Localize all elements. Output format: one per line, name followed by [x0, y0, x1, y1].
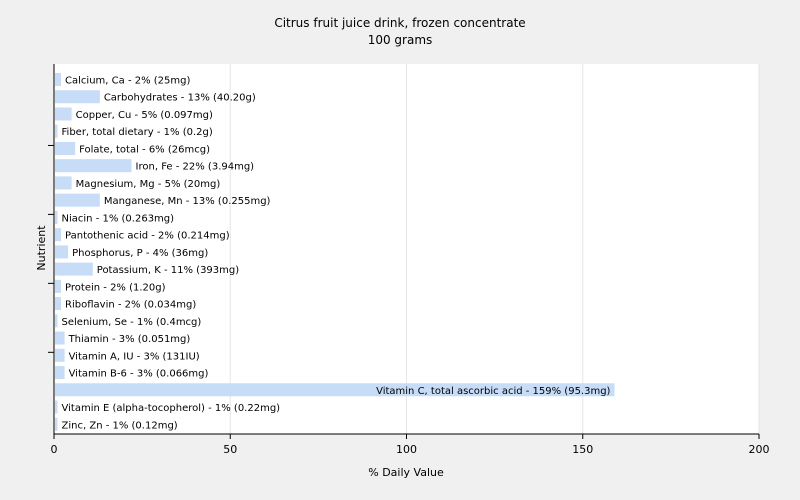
- chart-title: Citrus fruit juice drink, frozen concent…: [274, 16, 525, 30]
- x-tick-label: 50: [223, 443, 237, 456]
- x-tick-label: 0: [51, 443, 58, 456]
- bar-label: Manganese, Mn - 13% (0.255mg): [104, 196, 271, 207]
- x-tick-label: 200: [749, 443, 770, 456]
- bar-label: Potassium, K - 11% (393mg): [97, 265, 239, 276]
- bar-label: Vitamin E (alpha-tocopherol) - 1% (0.22m…: [62, 403, 281, 414]
- bar: [55, 90, 100, 104]
- plot-area: Calcium, Ca - 2% (25mg) Carbohydrates - 1…: [48, 64, 770, 456]
- bar-label: Zinc, Zn - 1% (0.12mg): [62, 420, 178, 431]
- bar: [55, 245, 69, 259]
- x-tick-label: 150: [572, 443, 593, 456]
- bar: [55, 383, 615, 397]
- bar-label: Niacin - 1% (0.263mg): [62, 213, 175, 224]
- bar-label: Pantothenic acid - 2% (0.214mg): [65, 231, 230, 242]
- x-axis-label: % Daily Value: [368, 466, 444, 479]
- bar: [55, 228, 62, 242]
- bar: [55, 400, 58, 414]
- bar-label: Thiamin - 3% (0.051mg): [68, 334, 191, 345]
- bar-label: Carbohydrates - 13% (40.20g): [104, 93, 256, 104]
- bar: [55, 417, 58, 431]
- chart-subtitle: 100 grams: [368, 33, 433, 47]
- bar-label: Copper, Cu - 5% (0.097mg): [76, 110, 213, 121]
- bar: [55, 366, 65, 380]
- bar-label: Folate, total - 6% (26mcg): [79, 144, 210, 155]
- bar-label: Phosphorus, P - 4% (36mg): [72, 248, 208, 259]
- bar: [55, 262, 93, 276]
- bar: [55, 73, 62, 86]
- x-tick-label: 100: [396, 443, 417, 456]
- bar: [55, 297, 62, 311]
- bar-label: Magnesium, Mg - 5% (20mg): [76, 179, 221, 190]
- bar-label: Protein - 2% (1.20g): [65, 282, 166, 293]
- bar-label: Selenium, Se - 1% (0.4mcg): [62, 317, 202, 328]
- bar: [55, 314, 58, 328]
- bar: [55, 141, 76, 155]
- bar: [55, 193, 100, 207]
- bar-label: Vitamin C, total ascorbic acid - 159% (9…: [376, 386, 610, 397]
- bar: [55, 331, 65, 345]
- bar-label: Calcium, Ca - 2% (25mg): [65, 76, 190, 87]
- bar: [55, 210, 58, 224]
- bar-label: Fiber, total dietary - 1% (0.2g): [62, 127, 213, 138]
- bar: [55, 124, 58, 138]
- bar: [55, 348, 65, 362]
- bar-label: Vitamin B-6 - 3% (0.066mg): [69, 369, 209, 380]
- bar: [55, 176, 72, 190]
- bar: [55, 107, 72, 121]
- bar: [55, 279, 62, 293]
- bar-label: Vitamin A, IU - 3% (131IU): [69, 351, 200, 362]
- bar: [55, 159, 132, 173]
- y-axis-label: Nutrient: [35, 225, 48, 271]
- bar-label: Iron, Fe - 22% (3.94mg): [136, 162, 255, 173]
- bar-label: Riboflavin - 2% (0.034mg): [65, 300, 196, 311]
